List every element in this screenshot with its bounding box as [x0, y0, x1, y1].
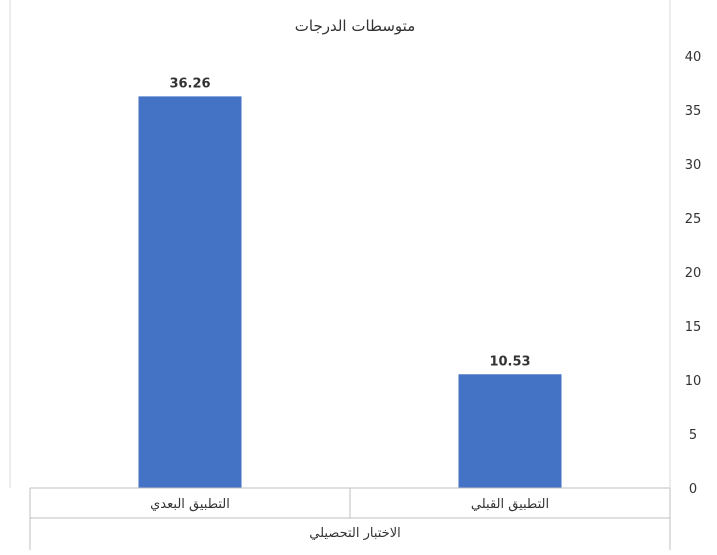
- data-labels-group: 10.53 36.26: [169, 76, 530, 369]
- y-tick-label: 25: [685, 212, 702, 227]
- x-axis: التطبيق القبلي التطبيق البعدي: [29, 487, 671, 550]
- y-tick-label: 15: [685, 320, 702, 335]
- y-tick-label: 0: [689, 482, 697, 497]
- y-tick-label: 10: [685, 374, 702, 389]
- bar-1: [458, 374, 562, 488]
- x-tick-label-1: التطبيق القبلي: [471, 497, 549, 512]
- y-tick-label: 20: [685, 266, 702, 281]
- y-tick-label: 30: [685, 158, 702, 173]
- chart-title: متوسطات الدرجات: [295, 17, 415, 35]
- data-label-2: 36.26: [169, 76, 210, 91]
- bar-2: [138, 96, 242, 488]
- y-tick-label: 35: [685, 104, 702, 119]
- y-tick-label: 5: [689, 428, 697, 443]
- x-axis-title: الاختبار التحصيلي: [309, 526, 401, 541]
- y-axis: 0 5 10 15 20 25 30 35 40: [685, 50, 702, 497]
- data-label-1: 10.53: [489, 354, 530, 369]
- bars-group: [138, 96, 562, 488]
- x-tick-label-2: التطبيق البعدي: [150, 497, 230, 512]
- y-tick-label: 40: [685, 50, 702, 65]
